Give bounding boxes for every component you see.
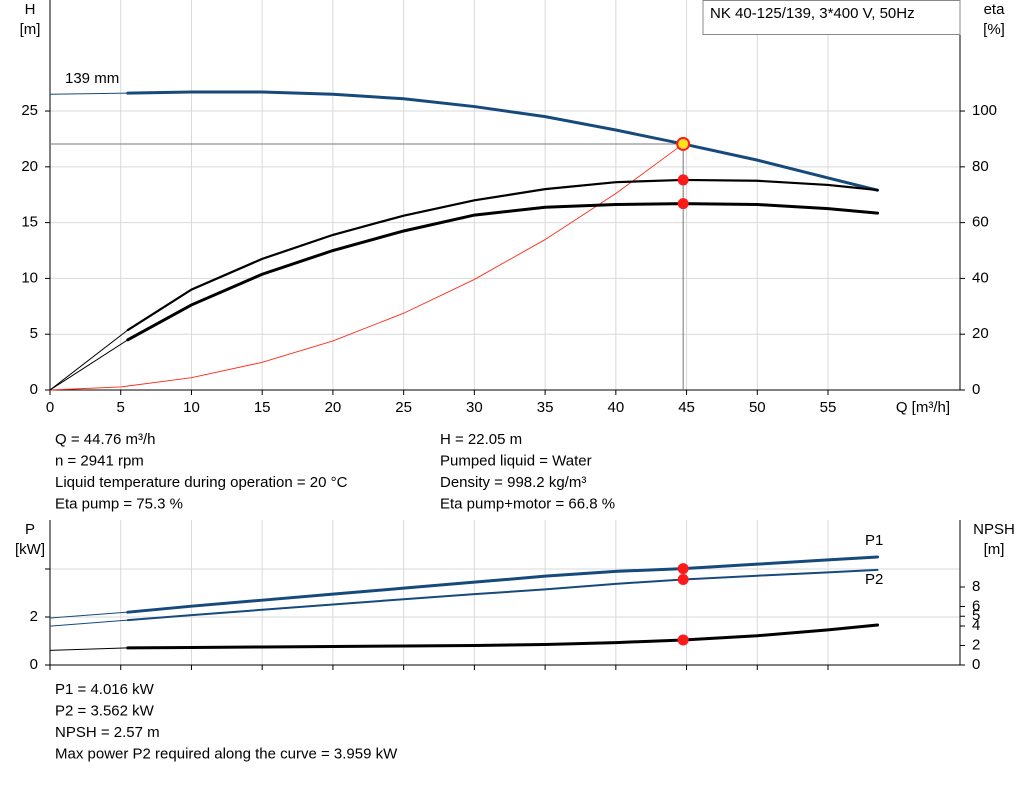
y-tick-label: 10 (21, 269, 38, 286)
y2-tick-label: 4 (972, 617, 980, 634)
y2-tick-label: 20 (972, 325, 989, 342)
x-tick-label: 25 (395, 399, 412, 416)
y2-tick-label: 5 (972, 607, 980, 624)
result-text: P2 = 3.562 kW (55, 702, 155, 719)
chart-title: NK 40-125/139, 3*400 V, 50Hz (710, 5, 915, 22)
y2-tick-label: 2 (972, 636, 980, 653)
curve-lead (49, 203, 878, 391)
x-tick-label: 5 (117, 399, 125, 416)
y-tick-label: 25 (21, 102, 38, 119)
result-text: Liquid temperature during operation = 20… (55, 474, 348, 491)
y2-axis-label: NPSH (973, 521, 1015, 538)
y2-axis-unit: [m] (984, 541, 1005, 558)
operating-dot (677, 573, 689, 585)
x-tick-label: 15 (254, 399, 271, 416)
result-text: Eta pump+motor = 66.8 % (440, 495, 615, 512)
x-tick-label: 40 (607, 399, 624, 416)
curve-label: P2 (865, 571, 883, 588)
curve-label: P1 (865, 532, 883, 549)
curve (126, 568, 879, 622)
y-tick-label: 15 (21, 214, 38, 231)
result-text: P1 = 4.016 kW (55, 681, 155, 698)
y-axis-label: P (25, 521, 35, 538)
y2-tick-label: 40 (972, 269, 989, 286)
y2-tick-label: 100 (972, 102, 997, 119)
curve (126, 178, 879, 332)
y-axis-label: H (25, 1, 36, 18)
x-tick-label: 50 (749, 399, 766, 416)
x-tick-label: 35 (537, 399, 554, 416)
y2-tick-label: 80 (972, 158, 989, 175)
operating-dot (677, 174, 689, 186)
y-tick-label: 5 (30, 325, 38, 342)
y2-tick-label: 0 (972, 381, 980, 398)
result-text: n = 2941 rpm (55, 452, 144, 469)
y2-tick-label: 60 (972, 214, 989, 231)
result-text: Eta pump = 75.3 % (55, 495, 183, 512)
curve (126, 555, 880, 614)
y-tick-label: 0 (30, 381, 38, 398)
result-text: Density = 998.2 kg/m³ (440, 474, 586, 491)
y-tick-label: 2 (30, 608, 38, 625)
system-curve (49, 143, 684, 391)
x-tick-label: 55 (820, 399, 837, 416)
y2-tick-label: 6 (972, 597, 980, 614)
title-box (702, 0, 961, 35)
y-tick-label: 0 (30, 656, 38, 673)
y2-tick-label: 8 (972, 578, 980, 595)
x-tick-label: 20 (325, 399, 342, 416)
operating-dot (677, 563, 689, 575)
x-tick-label: 45 (678, 399, 695, 416)
curve-label: 139 mm (65, 70, 119, 87)
operating-point (676, 136, 691, 151)
x-tick-label: 10 (183, 399, 200, 416)
y2-axis-unit: [%] (983, 21, 1005, 38)
result-text: Pumped liquid = Water (440, 452, 592, 469)
y-tick-label: 20 (21, 158, 38, 175)
y2-tick-label: 0 (972, 656, 980, 673)
y-axis-unit: [m] (20, 21, 41, 38)
result-text: Q = 44.76 m³/h (55, 431, 155, 448)
operating-dot (677, 198, 689, 210)
curve-lead (49, 569, 878, 627)
result-text: H = 22.05 m (440, 431, 522, 448)
result-text: NPSH = 2.57 m (55, 724, 160, 741)
x-tick-label: 30 (466, 399, 483, 416)
x-tick-label: 0 (46, 399, 54, 416)
result-text: Max power P2 required along the curve = … (55, 745, 398, 762)
curve (126, 623, 880, 650)
y-axis-unit: [kW] (15, 541, 45, 558)
curve (126, 90, 880, 192)
y2-axis-label: eta (984, 1, 1006, 18)
curve (126, 202, 880, 342)
operating-dot (677, 634, 689, 646)
x-axis-label: Q [m³/h] (896, 399, 950, 416)
